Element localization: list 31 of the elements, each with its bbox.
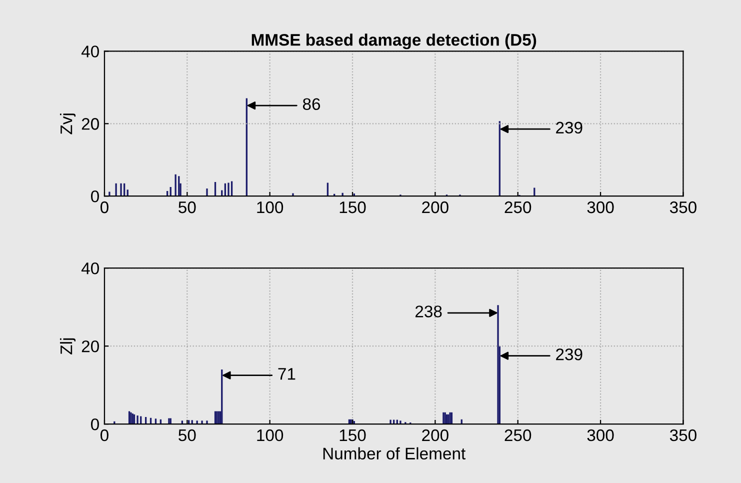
x-tick-label: 200 <box>422 429 448 442</box>
y-axis-title: Zvj <box>60 114 76 134</box>
x-tick-label: 250 <box>504 201 532 214</box>
x-tick-label: 300 <box>587 429 614 442</box>
annotation: 239 <box>556 122 582 134</box>
y-tick-label: 40 <box>81 262 99 274</box>
x-tick-label: 200 <box>422 201 448 214</box>
x-tick-label: 250 <box>504 429 532 442</box>
x-tick-label: 100 <box>257 429 284 442</box>
x-tick-label: 350 <box>670 429 696 442</box>
x-tick-label: 0 <box>100 429 108 442</box>
annotation: 86 <box>302 98 320 110</box>
y-tick-label: 20 <box>82 340 99 352</box>
x-tick-label: 150 <box>340 201 366 214</box>
annotation: 71 <box>278 368 296 380</box>
x-tick-label: 100 <box>257 201 284 214</box>
y-tick-label: 0 <box>91 190 99 202</box>
annotation: 238 <box>415 306 442 318</box>
x-axis-title: Number of Element <box>323 447 466 460</box>
chart-title: MMSE based damage detection (D5) <box>252 34 536 50</box>
y-tick-label: 0 <box>91 418 99 430</box>
x-tick-label: 300 <box>587 201 614 214</box>
annotation: 239 <box>556 348 582 360</box>
y-tick-label: 40 <box>81 46 99 58</box>
x-tick-label: 350 <box>670 201 696 214</box>
x-tick-label: 150 <box>340 429 366 442</box>
y-tick-label: 20 <box>82 118 99 130</box>
x-tick-label: 50 <box>178 201 196 214</box>
y-axis-title: Zlj <box>60 338 76 354</box>
x-tick-label: 50 <box>178 429 196 442</box>
x-tick-label: 0 <box>100 201 108 214</box>
